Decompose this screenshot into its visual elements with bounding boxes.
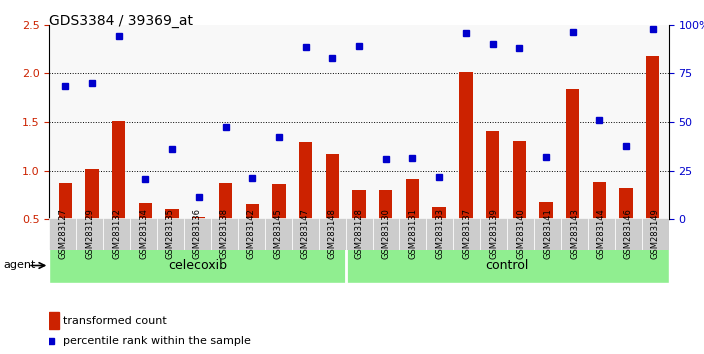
Text: GSM283128: GSM283128 — [355, 208, 363, 259]
Bar — [265, 218, 291, 250]
Bar — [49, 312, 58, 329]
Bar — [299, 142, 313, 268]
Bar — [486, 131, 499, 268]
Bar — [157, 218, 184, 250]
Text: GSM283133: GSM283133 — [435, 208, 444, 259]
Bar — [588, 218, 615, 250]
Bar — [642, 218, 669, 250]
Bar — [49, 218, 76, 250]
Text: GSM283127: GSM283127 — [58, 208, 68, 259]
Text: GSM283145: GSM283145 — [274, 208, 283, 259]
Text: GSM283135: GSM283135 — [166, 208, 175, 259]
Text: GSM283147: GSM283147 — [301, 208, 310, 259]
Bar — [646, 56, 660, 268]
Bar — [480, 218, 507, 250]
Text: control: control — [486, 259, 529, 272]
Bar — [246, 204, 259, 268]
Text: transformed count: transformed count — [63, 316, 167, 326]
Bar — [379, 190, 392, 268]
Bar — [130, 218, 157, 250]
Bar — [353, 190, 365, 268]
Text: GSM283143: GSM283143 — [570, 208, 579, 259]
Bar — [427, 218, 453, 250]
Bar — [272, 184, 286, 268]
Text: GDS3384 / 39369_at: GDS3384 / 39369_at — [49, 14, 194, 28]
Text: GSM283132: GSM283132 — [112, 208, 121, 259]
Bar — [112, 121, 125, 268]
Bar — [291, 218, 319, 250]
Bar — [593, 183, 606, 268]
Bar — [432, 207, 446, 268]
Text: GSM283130: GSM283130 — [382, 208, 391, 259]
Text: GSM283138: GSM283138 — [220, 208, 229, 259]
FancyBboxPatch shape — [346, 248, 669, 283]
Bar — [561, 218, 588, 250]
Text: agent: agent — [4, 261, 36, 270]
Bar — [219, 183, 232, 268]
Bar — [139, 203, 152, 268]
Bar — [453, 218, 480, 250]
Text: GSM283137: GSM283137 — [463, 208, 471, 259]
Bar — [76, 218, 103, 250]
Bar — [184, 218, 211, 250]
Text: GSM283148: GSM283148 — [327, 208, 337, 259]
Bar — [539, 202, 553, 268]
Bar — [399, 218, 427, 250]
Text: GSM283142: GSM283142 — [247, 208, 256, 259]
Text: GSM283146: GSM283146 — [624, 208, 633, 259]
Bar — [615, 218, 642, 250]
Bar — [85, 169, 99, 268]
Text: GSM283131: GSM283131 — [408, 208, 417, 259]
Bar — [165, 209, 179, 268]
Text: GSM283144: GSM283144 — [597, 208, 606, 259]
Bar — [459, 73, 472, 268]
Bar — [507, 218, 534, 250]
Text: GSM283134: GSM283134 — [139, 208, 148, 259]
Text: GSM283141: GSM283141 — [543, 208, 552, 259]
Bar — [211, 218, 238, 250]
Text: celecoxib: celecoxib — [168, 259, 227, 272]
Text: percentile rank within the sample: percentile rank within the sample — [63, 336, 251, 346]
Bar — [406, 178, 419, 268]
Bar — [534, 218, 561, 250]
Bar — [58, 183, 72, 268]
Bar — [566, 89, 579, 268]
Bar — [238, 218, 265, 250]
Bar — [346, 218, 372, 250]
Text: GSM283136: GSM283136 — [193, 208, 202, 259]
Bar — [513, 141, 526, 268]
Text: GSM283140: GSM283140 — [516, 208, 525, 259]
Bar — [326, 154, 339, 268]
Text: GSM283139: GSM283139 — [489, 208, 498, 259]
Bar — [319, 218, 346, 250]
Bar — [620, 188, 633, 268]
Text: GSM283149: GSM283149 — [650, 208, 660, 259]
Bar — [192, 217, 206, 268]
Bar — [103, 218, 130, 250]
Bar — [372, 218, 399, 250]
Text: GSM283129: GSM283129 — [85, 208, 94, 259]
FancyBboxPatch shape — [49, 248, 346, 283]
